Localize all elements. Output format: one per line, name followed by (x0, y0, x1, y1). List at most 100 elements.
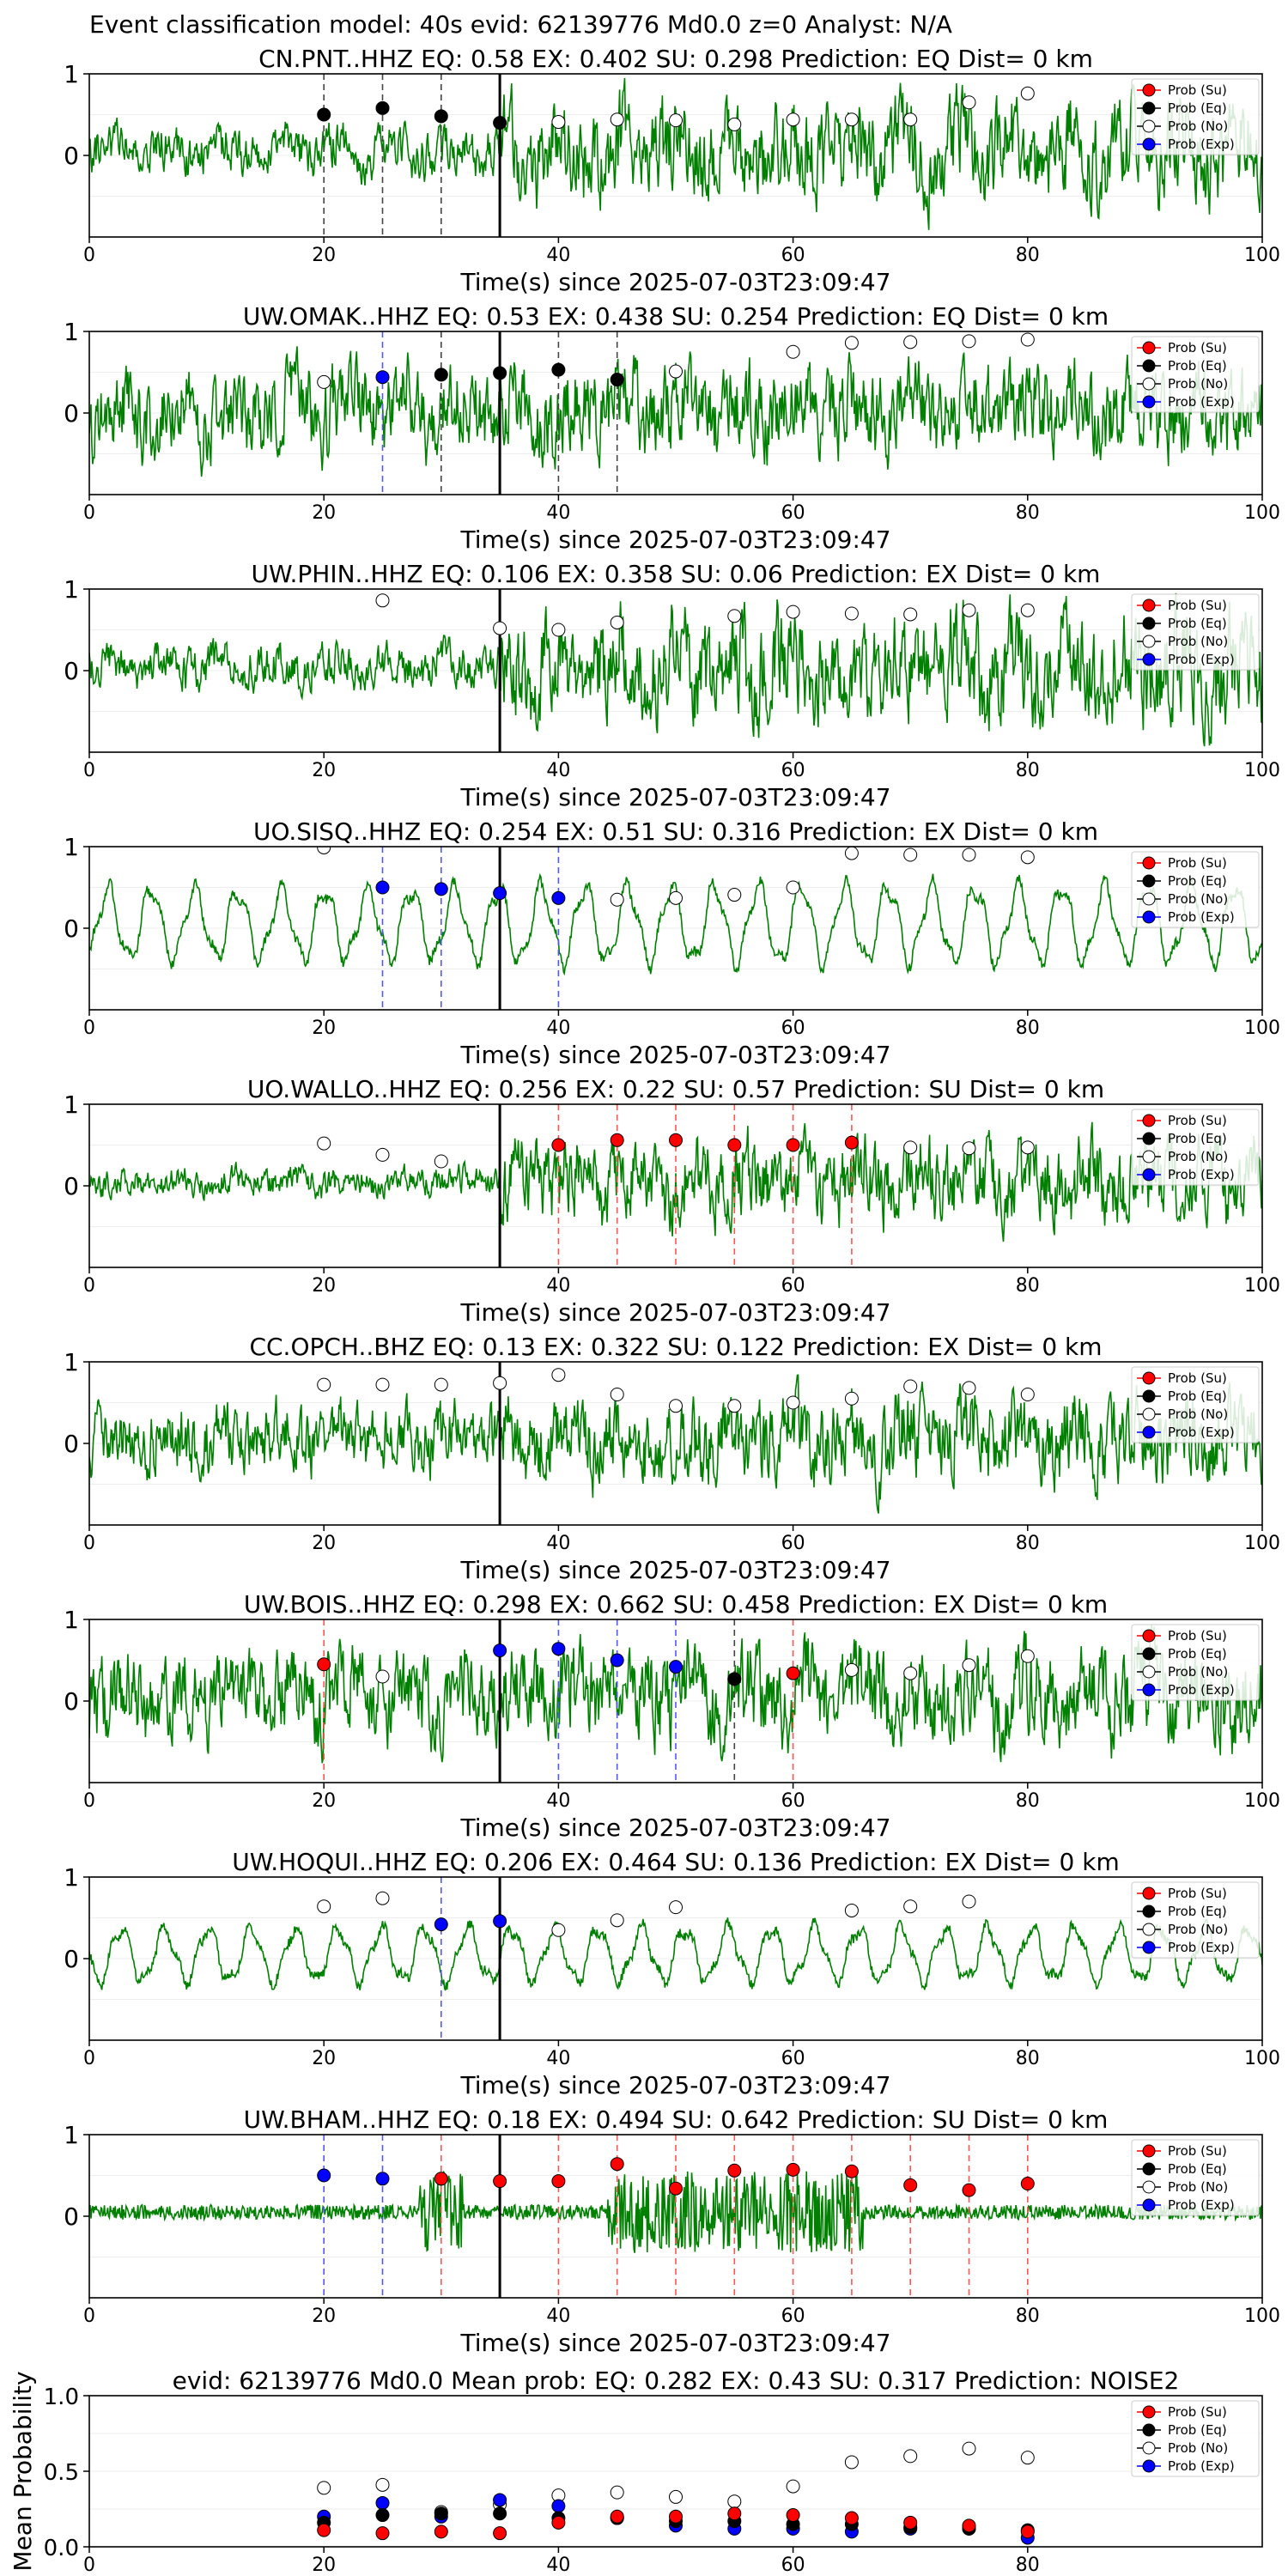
y-tick-label: 0 (64, 914, 79, 943)
prob-point-eq (493, 116, 507, 130)
legend-marker-no (1142, 119, 1156, 133)
prob-point-no (317, 374, 331, 389)
prob-point-eq (493, 366, 507, 380)
plot-area (89, 331, 1262, 495)
legend-marker-su (1142, 1114, 1156, 1127)
prob-point-no (903, 607, 918, 622)
x-tick-label: 40 (546, 1533, 570, 1554)
x-tick-label: 100 (1244, 2048, 1280, 2069)
x-tick-label: 40 (546, 502, 570, 524)
legend-marker-exp (1142, 2198, 1156, 2212)
prob-point-no (1020, 332, 1035, 347)
x-axis-label: Time(s) since 2025-07-03T23:09:47 (459, 1041, 890, 1069)
prob-point-no (727, 888, 742, 902)
legend-label-eq: Prob (Eq) (1168, 2161, 1227, 2177)
panel-title: UO.SISQ..HHZ EQ: 0.254 EX: 0.51 SU: 0.31… (253, 817, 1098, 846)
x-tick-label: 80 (1016, 1533, 1040, 1554)
prob-point-su (551, 2174, 566, 2189)
legend-label-su: Prob (Su) (1168, 1886, 1227, 1901)
mean-prob-point-no (317, 2481, 331, 2495)
panel-title: UW.PHIN..HHZ EQ: 0.106 EX: 0.358 SU: 0.0… (252, 560, 1101, 588)
panel-title: UW.BOIS..HHZ EQ: 0.298 EX: 0.662 SU: 0.4… (244, 1590, 1108, 1619)
prob-point-no (903, 848, 918, 862)
legend-marker-exp (1142, 1683, 1156, 1697)
legend-marker-exp (1142, 395, 1156, 409)
prob-point-no (962, 1894, 976, 1909)
mean-prob-point-su (317, 2523, 331, 2537)
legend-marker-su (1142, 2405, 1156, 2419)
plot-area (89, 2135, 1262, 2298)
prob-point-no (962, 603, 976, 617)
mean-prob-point-su (844, 2511, 859, 2525)
legend-box (1131, 336, 1260, 413)
mean-prob-point-no (962, 2441, 976, 2456)
legend-box (1131, 1624, 1260, 1701)
prob-point-no (844, 112, 859, 127)
x-axis-label: Time(s) since 2025-07-03T23:09:47 (459, 783, 890, 811)
prob-point-no (786, 605, 800, 619)
y-tick-label: 0 (64, 1430, 79, 1458)
prob-point-exp (375, 880, 390, 895)
legend-label-eq: Prob (Eq) (1168, 616, 1227, 631)
prob-point-su (786, 2162, 800, 2177)
legend-marker-exp (1142, 1941, 1156, 1954)
prob-point-no (786, 880, 800, 895)
legend-label-exp: Prob (Exp) (1168, 909, 1235, 925)
panel-8: UW.BHAM..HHZ EQ: 0.18 EX: 0.494 SU: 0.64… (64, 2105, 1280, 2357)
plot-area (89, 1619, 1262, 1783)
prob-point-no (727, 117, 742, 131)
mean-prob-point-exp (375, 2495, 390, 2510)
prob-point-su (727, 1138, 742, 1152)
prob-point-no (669, 890, 683, 905)
mean-prob-point-no (669, 2489, 683, 2504)
prob-point-su (844, 1135, 859, 1150)
x-tick-label: 0 (83, 502, 95, 524)
y-tick-label: 0 (64, 657, 79, 685)
panel-7: UW.HOQUI..HHZ EQ: 0.206 EX: 0.464 SU: 0.… (64, 1848, 1280, 2099)
x-tick-label: 100 (1244, 1533, 1280, 1554)
waveform-trace (89, 872, 1262, 976)
legend-label-no: Prob (No) (1168, 634, 1228, 649)
panel-title: UO.WALLO..HHZ EQ: 0.256 EX: 0.22 SU: 0.5… (247, 1075, 1104, 1103)
x-tick-label: 60 (781, 1018, 805, 1039)
legend-marker-exp (1142, 1425, 1156, 1439)
prob-point-no (962, 1141, 976, 1156)
mean-prob-point-su (962, 2518, 976, 2533)
legend-label-no: Prob (No) (1168, 376, 1228, 392)
legend-label-eq: Prob (Eq) (1168, 1131, 1227, 1146)
legend-marker-no (1142, 377, 1156, 391)
x-tick-label: 100 (1244, 245, 1280, 266)
prob-point-no (669, 113, 683, 128)
y-tick-label: 0 (64, 2202, 79, 2231)
x-tick-label: 40 (546, 760, 570, 781)
prob-point-no (375, 1669, 390, 1684)
prob-point-no (962, 1658, 976, 1673)
prob-point-no (551, 623, 566, 637)
x-axis-label: Time(s) since 2025-07-03T23:09:47 (459, 268, 890, 296)
legend-marker-su (1142, 856, 1156, 870)
x-tick-label: 60 (781, 2555, 805, 2576)
prob-point-eq (375, 100, 390, 115)
prob-point-su (493, 2174, 507, 2189)
legend-label-no: Prob (No) (1168, 2179, 1228, 2195)
legend-label-exp: Prob (Exp) (1168, 137, 1235, 152)
legend-label-su: Prob (Su) (1168, 1628, 1227, 1643)
legend-label-no: Prob (No) (1168, 2440, 1228, 2456)
legend-label-eq: Prob (Eq) (1168, 1388, 1227, 1404)
x-tick-label: 0 (83, 1275, 95, 1297)
mean-prob-point-su (903, 2515, 918, 2530)
x-axis-label: Time(s) since 2025-07-03T23:09:47 (459, 1298, 890, 1327)
mean-prob-point-no (786, 2479, 800, 2494)
prob-point-no (434, 1154, 448, 1169)
prob-point-su (786, 1138, 800, 1152)
x-tick-label: 100 (1244, 502, 1280, 524)
x-tick-label: 100 (1244, 1275, 1280, 1297)
x-tick-label: 20 (312, 1790, 336, 1812)
legend-label-su: Prob (Su) (1168, 2143, 1227, 2159)
mean-prob-point-no (727, 2494, 742, 2509)
x-tick-label: 80 (1016, 1275, 1040, 1297)
legend-label-no: Prob (No) (1168, 1664, 1228, 1680)
legend-box (1131, 2400, 1260, 2477)
x-tick-label: 100 (1244, 760, 1280, 781)
x-tick-label: 100 (1244, 1018, 1280, 1039)
